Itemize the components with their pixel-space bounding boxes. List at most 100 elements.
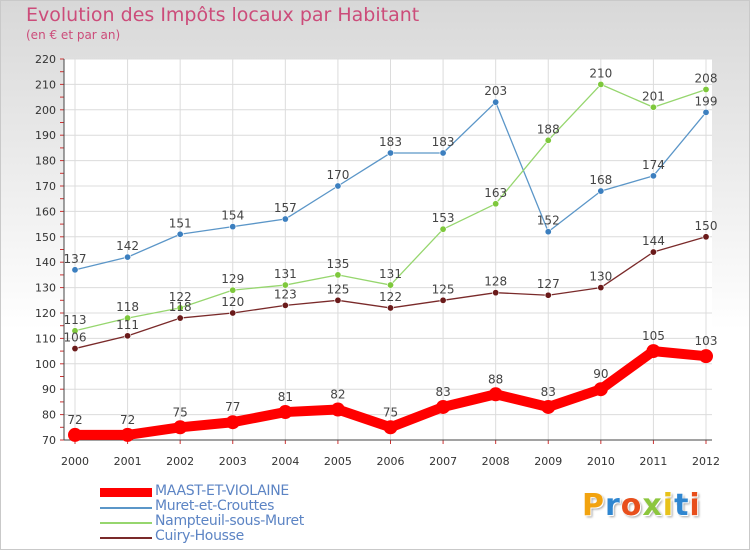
data-label: 135: [326, 257, 349, 271]
data-label: 199: [695, 94, 718, 108]
data-point: [492, 98, 500, 106]
data-point: [173, 420, 188, 435]
data-label: 90: [593, 367, 608, 381]
data-point: [281, 281, 289, 289]
data-point: [646, 344, 661, 359]
data-label: 120: [221, 295, 244, 309]
data-point: [124, 332, 132, 340]
data-point: [593, 382, 608, 397]
data-label: 106: [64, 331, 87, 345]
data-point: [334, 271, 342, 279]
data-label: 125: [432, 282, 455, 296]
legend-swatch: [100, 522, 152, 524]
x-tick-label: 2000: [61, 455, 89, 468]
y-tick-label: 150: [35, 231, 56, 244]
data-label: 210: [589, 66, 612, 80]
data-point: [334, 182, 342, 190]
data-point: [544, 136, 552, 144]
data-point: [492, 289, 500, 297]
data-label: 153: [432, 211, 455, 225]
data-label: 125: [326, 282, 349, 296]
data-label: 142: [116, 239, 139, 253]
data-point: [386, 281, 394, 289]
data-label: 168: [589, 173, 612, 187]
data-point: [436, 399, 451, 414]
data-label: 82: [330, 388, 345, 402]
data-point: [71, 327, 79, 335]
proxiti-logo: Proxiti: [582, 488, 701, 523]
data-point: [386, 304, 394, 312]
x-tick-label: 2008: [482, 455, 510, 468]
legend-swatch: [100, 488, 152, 497]
y-tick-label: 220: [35, 53, 56, 66]
data-point: [541, 399, 556, 414]
data-label: 118: [116, 300, 139, 314]
y-tick-label: 120: [35, 307, 56, 320]
data-label: 88: [488, 372, 503, 386]
legend-swatch: [100, 537, 152, 539]
data-label: 72: [120, 413, 135, 427]
data-label: 118: [169, 300, 192, 314]
data-label: 128: [484, 275, 507, 289]
data-point: [488, 387, 503, 402]
data-label: 150: [695, 219, 718, 233]
data-label: 81: [278, 390, 293, 404]
y-tick-label: 200: [35, 104, 56, 117]
data-point: [649, 248, 657, 256]
data-label: 105: [642, 329, 665, 343]
data-label: 208: [695, 71, 718, 85]
legend-label: Nampteuil-sous-Muret: [155, 513, 304, 529]
data-label: 154: [221, 209, 244, 223]
data-label: 130: [589, 270, 612, 284]
legend-swatch: [100, 507, 152, 509]
plot-area: [64, 59, 712, 440]
data-label: 170: [326, 168, 349, 182]
logo-letter: t: [674, 488, 690, 523]
chart-title: Evolution des Impôts locaux par Habitant: [26, 4, 420, 26]
x-tick-label: 2004: [271, 455, 299, 468]
data-point: [229, 286, 237, 294]
x-tick-label: 2006: [377, 455, 405, 468]
logo-letter: i: [662, 488, 675, 523]
data-label: 152: [537, 214, 560, 228]
x-tick-label: 2001: [114, 455, 142, 468]
data-label: 163: [484, 186, 507, 200]
data-point: [492, 200, 500, 208]
data-point: [544, 228, 552, 236]
data-point: [439, 225, 447, 233]
data-point: [281, 301, 289, 309]
logo-letter: x: [642, 488, 663, 523]
data-label: 174: [642, 158, 665, 172]
x-tick-label: 2002: [166, 455, 194, 468]
data-point: [383, 420, 398, 435]
data-label: 75: [383, 405, 398, 419]
legend-label: MAAST-ET-VIOLAINE: [155, 483, 289, 499]
legend-label: Muret-et-Crouttes: [155, 498, 275, 514]
data-point: [649, 172, 657, 180]
data-point: [699, 349, 713, 364]
x-tick-label: 2007: [429, 455, 457, 468]
series-0: 72 72 75 77 81 82 75 83 88 83 90 105 103: [67, 329, 717, 442]
y-tick-label: 160: [35, 205, 56, 218]
data-label: 113: [64, 313, 87, 327]
data-point: [71, 345, 79, 353]
data-label: 123: [274, 287, 297, 301]
data-label: 129: [221, 272, 244, 286]
x-tick-label: 2011: [639, 455, 667, 468]
logo-letter: i: [689, 488, 701, 523]
logo-letter: P: [582, 488, 605, 523]
y-tick-label: 130: [35, 282, 56, 295]
data-point: [702, 85, 710, 93]
y-tick-label: 170: [35, 180, 56, 193]
data-label: 75: [173, 405, 188, 419]
data-point: [71, 266, 79, 274]
series-3: 106 111 118 120 123 125 122 125 128 127 130 144 150: [64, 219, 718, 353]
x-tick-label: 2003: [219, 455, 247, 468]
data-point: [124, 253, 132, 261]
data-point: [649, 103, 657, 111]
y-tick-label: 70: [42, 434, 56, 447]
y-tick-label: 190: [35, 129, 56, 142]
data-point: [544, 291, 552, 299]
